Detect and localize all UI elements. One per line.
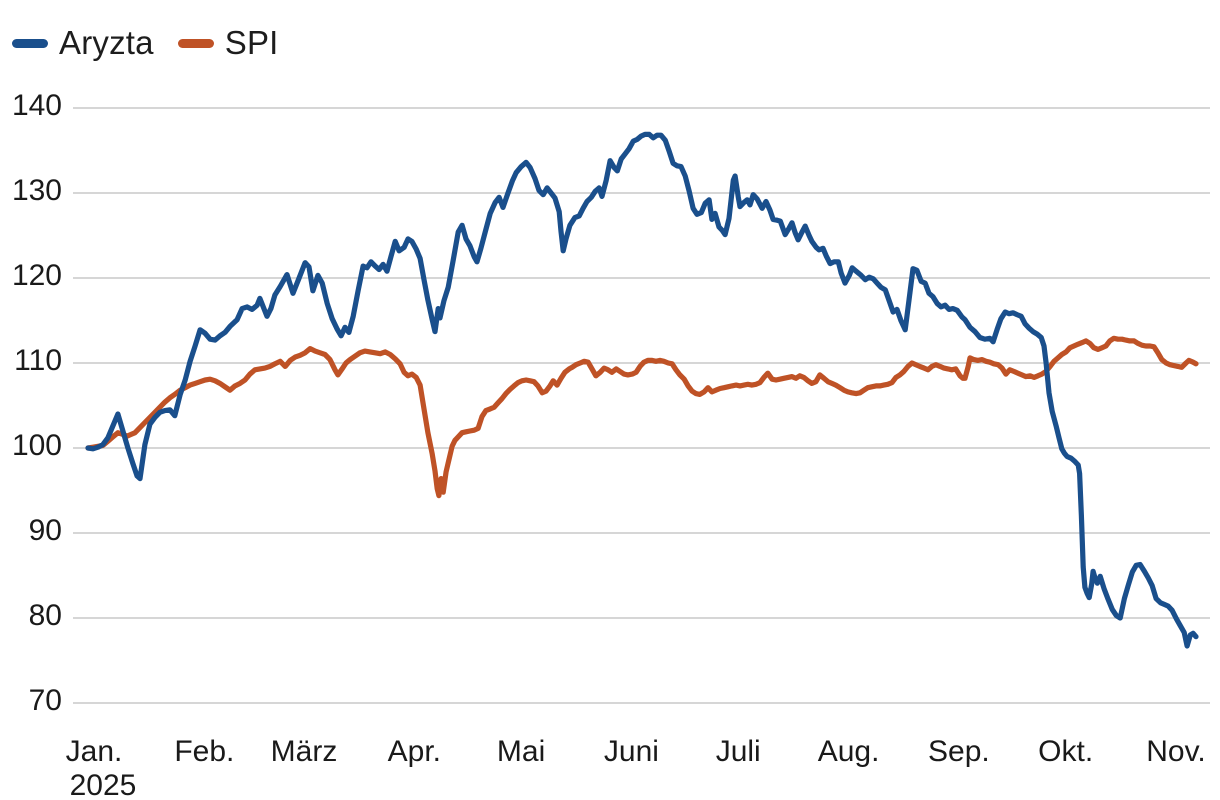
x-tick-label: Aug. (818, 735, 880, 768)
x-tick-sublabel: 2025 (70, 769, 137, 800)
y-tick-label: 80 (29, 599, 62, 632)
y-tick-label: 90 (29, 514, 62, 547)
series-lines (85, 131, 1199, 649)
legend-item-aryzta: Aryzta (12, 24, 154, 62)
legend-label-aryzta: Aryzta (59, 24, 154, 61)
aryzta-line-dash-icon (12, 38, 48, 48)
x-tick-label: Apr. (388, 735, 441, 768)
x-tick-label: Juli (716, 735, 761, 768)
legend-item-spi: SPI (177, 24, 279, 62)
x-tick-label: Juni (604, 735, 659, 768)
y-tick-label: 120 (12, 259, 62, 292)
y-tick-label: 70 (29, 684, 62, 717)
spi-line-dash-icon (177, 38, 214, 48)
spi-line (85, 335, 1199, 499)
y-tick-label: 110 (14, 344, 62, 377)
gridlines (73, 107, 1210, 704)
legend: Aryzta SPI (12, 24, 279, 62)
x-axis-labels: Jan.2025 Feb. März Apr. Mai Juni Juli Aug. Sep. O… (66, 735, 1206, 800)
x-tick-label: Sep. (928, 735, 990, 768)
y-tick-label: 140 (12, 89, 62, 122)
x-tick-label: Feb. (174, 735, 234, 768)
y-tick-label: 100 (12, 429, 62, 462)
y-axis-labels: 70 80 90 100 110 120 130 140 (12, 89, 62, 717)
x-tick-label: Nov. (1146, 735, 1205, 768)
y-tick-label: 130 (12, 174, 62, 207)
legend-label-spi: SPI (224, 24, 279, 61)
x-tick-label: Okt. (1038, 735, 1093, 768)
x-tick-label: Jan. (66, 735, 123, 768)
x-tick-label: Mai (497, 735, 545, 768)
aryzta-line (85, 131, 1199, 649)
x-tick-label: März (271, 735, 338, 768)
